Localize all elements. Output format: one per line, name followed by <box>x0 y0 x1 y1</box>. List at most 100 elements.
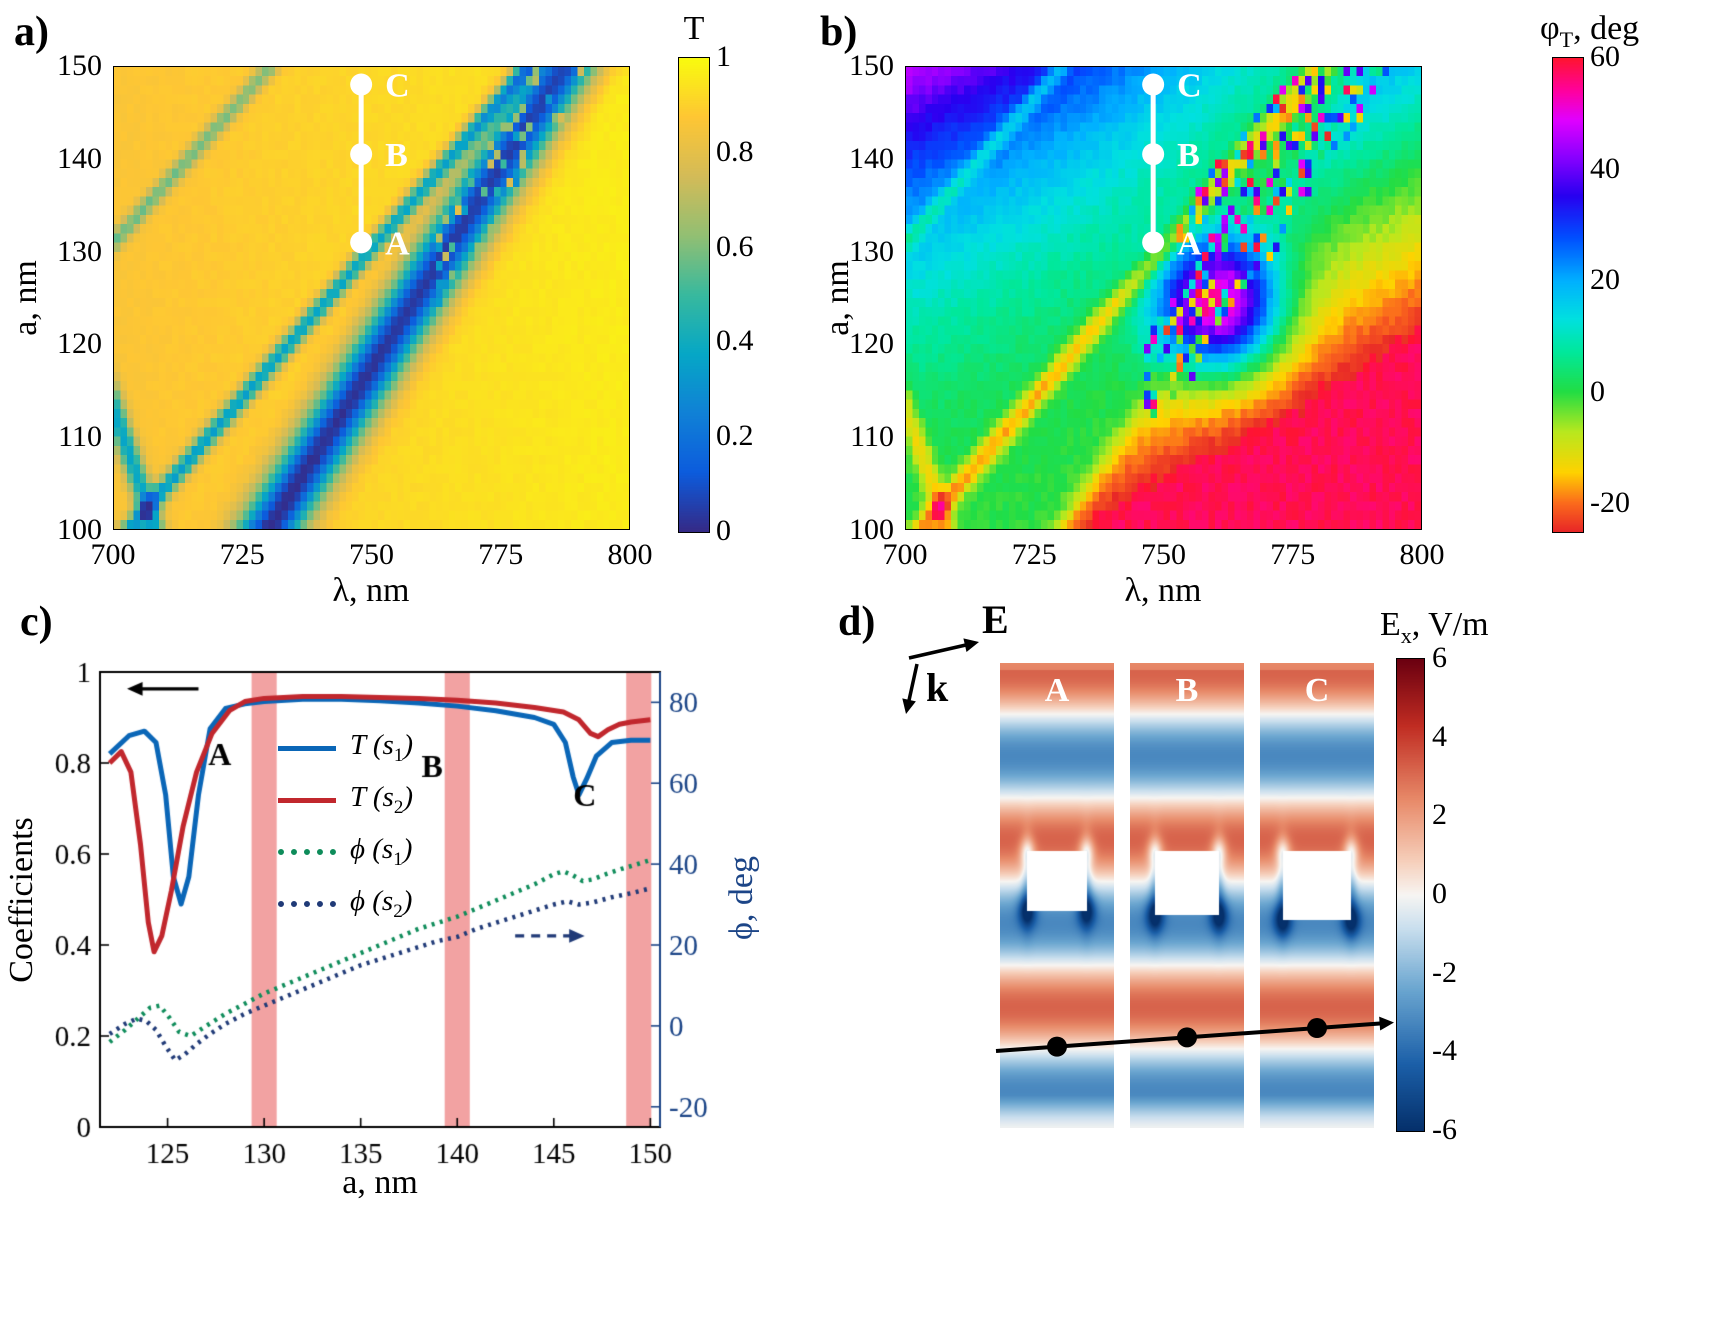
tick-label: -2 <box>1432 955 1457 989</box>
colorbar-b-title: φT, deg <box>1540 10 1639 53</box>
tick-label: 140 <box>849 141 894 175</box>
colorbar-d-title-sub: x <box>1400 622 1412 648</box>
tick-label: 150 <box>849 49 894 82</box>
colorbar-b-title-main: φ <box>1540 10 1560 47</box>
legend-row: T (s2) <box>278 774 413 826</box>
tick-label: 100 <box>849 513 894 546</box>
tick-label: 20 <box>1590 263 1620 297</box>
tick-label: 0 <box>1590 374 1605 408</box>
marker-point-A <box>350 231 373 254</box>
tick-label: 2 <box>1432 798 1447 832</box>
marker-label-B: B <box>385 137 408 174</box>
e-vector-label: E <box>982 597 1009 642</box>
tick-label: 0.4 <box>716 324 754 358</box>
colorbar-b-title-rest: , deg <box>1573 10 1640 47</box>
tick-label: 700 <box>882 538 928 571</box>
legend-label-phi-s1: ϕ (s1) <box>350 833 413 870</box>
dipole-dot <box>1047 1036 1067 1057</box>
tick-label: 110 <box>58 420 102 454</box>
colorbar-d-title-rest: , V/m <box>1411 606 1489 643</box>
colorbar-d-title: Ex, V/m <box>1380 606 1489 649</box>
marker-label-A: A <box>1177 225 1202 262</box>
heatmap-b-markers: A BC <box>1142 68 1202 262</box>
colorbar-b <box>1552 57 1584 533</box>
colorbar-b-title-sub: T <box>1559 26 1574 52</box>
colorbar-d <box>1396 658 1425 1132</box>
field-map-c-label: C <box>1304 672 1330 709</box>
tick-label: 40 <box>1590 151 1620 185</box>
panel-b-label: b) <box>820 9 858 55</box>
tick-label: -20 <box>1590 486 1630 520</box>
panel-c-label: c) <box>20 599 53 645</box>
dipole-dot <box>1307 1018 1327 1039</box>
tick-label: 140 <box>57 141 102 175</box>
tick-label: 775 <box>1270 538 1316 571</box>
tick-label: -6 <box>1432 1113 1457 1146</box>
panel-a-xlabel: λ, nm <box>332 572 410 609</box>
legend-row: T (s1) <box>278 722 413 774</box>
colorbar-d-title-main: E <box>1380 606 1401 643</box>
legend-row: ϕ (s1) <box>278 826 413 878</box>
panel-a-ylabel: a, nm <box>7 260 44 336</box>
tick-label: 0.2 <box>716 419 754 453</box>
field-map-a-label: A <box>1044 672 1070 709</box>
panel-d-label: d) <box>838 599 876 645</box>
tick-label: 750 <box>1141 538 1186 571</box>
tick-label: 800 <box>1399 538 1445 571</box>
tick-label: 725 <box>1011 538 1057 571</box>
legend-swatch-phi-s2 <box>278 901 336 907</box>
tick-label: 100 <box>57 513 102 546</box>
field-map-b-label: B <box>1175 672 1199 709</box>
legend-swatch-t-s1 <box>278 745 336 751</box>
tick-label: 700 <box>90 538 136 571</box>
tick-label: 0 <box>716 514 731 547</box>
tick-label: 120 <box>57 327 102 361</box>
tick-label: 120 <box>849 327 894 361</box>
legend: T (s1) T (s2) ϕ (s1) ϕ (s2) <box>278 722 413 930</box>
field-map-b-canvas <box>1130 663 1244 1128</box>
tick-label: 0.8 <box>716 134 754 168</box>
marker-point-C <box>1142 73 1165 96</box>
tick-label: 750 <box>349 538 394 571</box>
panel-c-ylabel-left: Coefficients <box>3 817 40 983</box>
tick-label: -4 <box>1432 1034 1457 1068</box>
legend-swatch-t-s2 <box>278 797 336 803</box>
heatmap-a-markers: A BC <box>350 68 410 262</box>
heatmap-a-canvas <box>113 66 630 530</box>
tick-label: 0.6 <box>716 229 754 263</box>
tick-label: 725 <box>219 538 265 571</box>
marker-label-A: A <box>385 225 410 262</box>
colorbar-a <box>678 57 710 533</box>
legend-label-t-s1: T (s1) <box>350 729 413 766</box>
marker-label-C: C <box>1177 68 1202 105</box>
tick-label: 775 <box>478 538 524 571</box>
marker-point-A <box>1142 231 1165 254</box>
panel-a-label: a) <box>14 9 49 55</box>
e-k-vector-arrows <box>902 638 979 714</box>
dipole-dot <box>1177 1027 1197 1048</box>
tick-label: 130 <box>849 234 894 268</box>
panel-c-xlabel: a, nm <box>342 1164 418 1201</box>
k-vector-label: k <box>926 665 949 710</box>
tick-label: 6 <box>1432 641 1447 674</box>
legend-label-phi-s2: ϕ (s2) <box>350 885 413 922</box>
panel-b-ylabel: a, nm <box>819 260 856 336</box>
marker-point-B <box>350 143 373 166</box>
colorbar-a-title: T <box>683 10 705 47</box>
tick-label: 800 <box>607 538 653 571</box>
marker-label-B: B <box>1177 137 1200 174</box>
tick-label: 60 <box>1590 40 1620 73</box>
field-map-dots-arrow <box>995 1016 1394 1057</box>
tick-label: 4 <box>1432 719 1447 753</box>
tick-label: 0 <box>1432 877 1447 910</box>
panel-c-ylabel-right: ϕ, deg <box>723 856 760 940</box>
marker-point-B <box>1142 143 1165 166</box>
tick-label: 110 <box>850 420 894 454</box>
tick-label: 130 <box>57 234 102 268</box>
line-chart-c-canvas <box>55 648 785 1228</box>
heatmap-b-canvas <box>905 66 1422 530</box>
legend-swatch-phi-s1 <box>278 849 336 855</box>
panel-b-xlabel: λ, nm <box>1124 572 1202 609</box>
tick-label: 1 <box>716 40 731 73</box>
legend-label-t-s2: T (s2) <box>350 781 413 818</box>
